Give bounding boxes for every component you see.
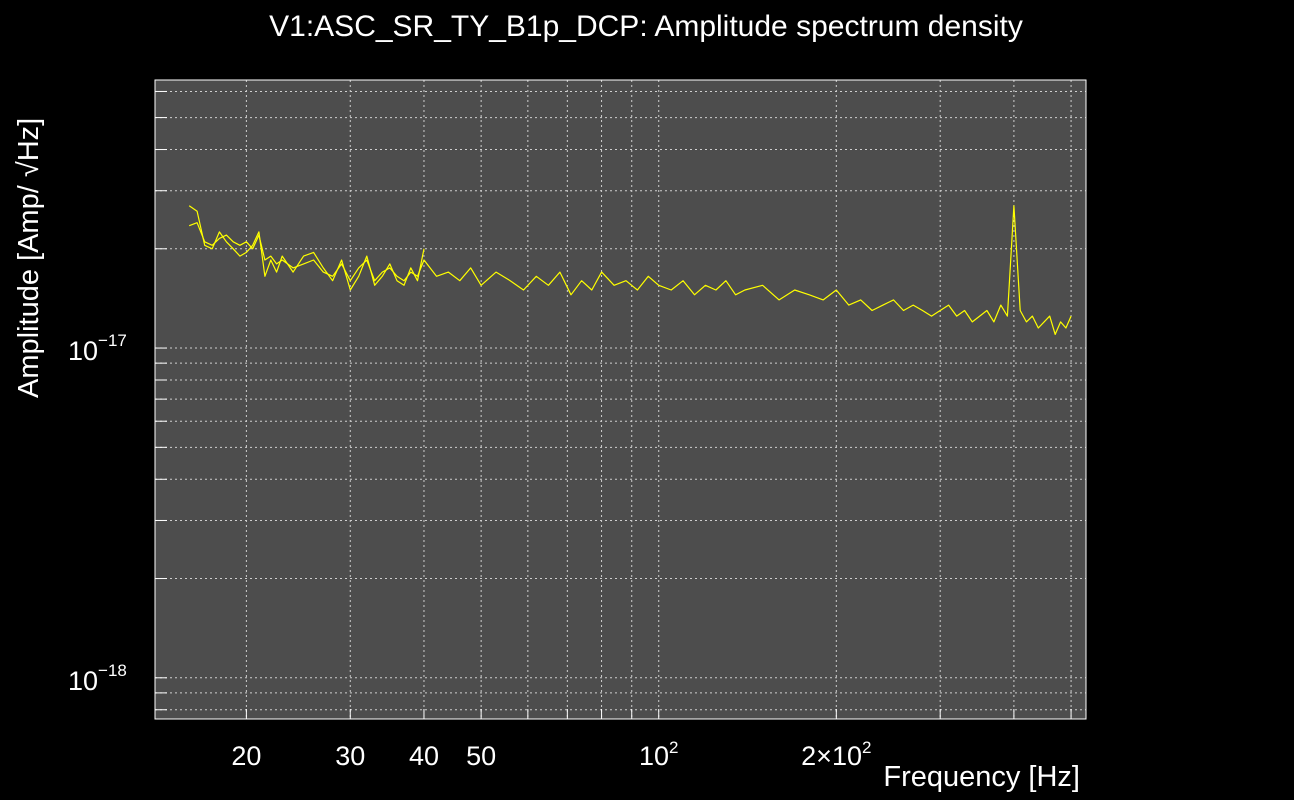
ticks	[155, 90, 1072, 719]
series-line-2	[188, 205, 425, 291]
x-tick-label: 20	[231, 741, 261, 771]
grid	[155, 80, 1086, 719]
series-layer	[188, 205, 1072, 335]
x-tick-label: 50	[466, 741, 496, 771]
series-line-1	[188, 205, 1072, 335]
x-tick-label: 2×102	[801, 738, 871, 771]
x-axis-label: Frequency [Hz]	[883, 761, 1080, 793]
chart-title: V1:ASC_SR_TY_B1p_DCP: Amplitude spectrum…	[269, 10, 1023, 43]
x-tick-label: 40	[409, 741, 439, 771]
y-axis-label: Amplitude [Amp/ √Hz]	[13, 118, 45, 398]
x-tick-label: 30	[335, 741, 365, 771]
